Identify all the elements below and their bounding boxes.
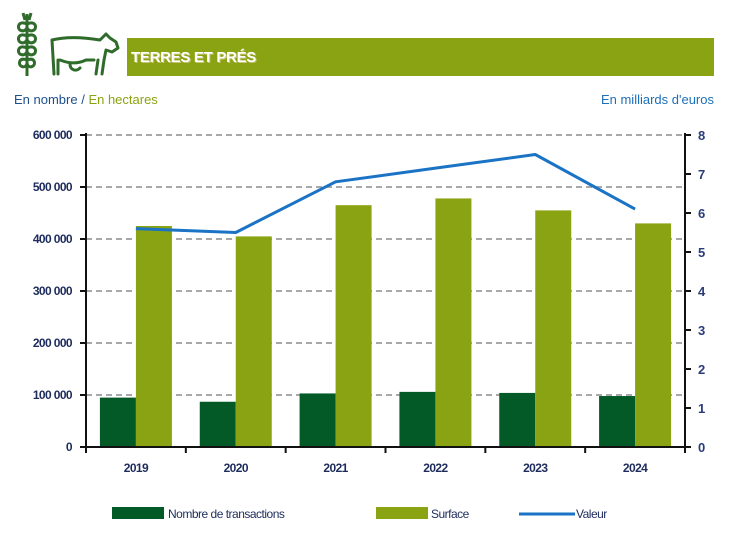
unit-separator: / xyxy=(77,92,89,107)
bar-transactions-2022 xyxy=(399,391,436,447)
valeur-line-path xyxy=(135,153,636,234)
legend-swatch-transactions xyxy=(112,507,164,519)
x-tick-label: 2022 xyxy=(423,461,448,475)
right-y-ticks: 0 1 2 3 4 5 6 7 8 xyxy=(685,128,706,455)
x-tick-label: 2021 xyxy=(323,461,348,475)
unit-hectares-label: En hectares xyxy=(88,92,158,107)
bar-transactions-2020 xyxy=(199,401,236,447)
right-tick-label: 8 xyxy=(698,128,705,143)
bar-transactions-2019 xyxy=(99,397,136,447)
legend-swatch-surface xyxy=(376,507,428,519)
right-tick-label: 2 xyxy=(698,362,705,377)
chart-title: TERRES ET PRÉS xyxy=(131,49,256,66)
bar-surface-2021 xyxy=(335,205,372,447)
right-axis-unit-label: En milliards d'euros xyxy=(600,92,714,107)
left-tick-label: 500 000 xyxy=(33,180,73,194)
wheat-icon xyxy=(17,12,37,76)
left-tick-label: 0 xyxy=(66,440,73,454)
valeur-line xyxy=(135,153,636,234)
legend: Nombre de transactions Surface Valeur xyxy=(112,507,608,521)
bar-surface-2019 xyxy=(135,226,172,447)
bar-surface-2024 xyxy=(635,223,672,447)
x-ticks: 2019 2020 2021 2022 2023 2024 xyxy=(85,447,686,475)
unit-count-label: En nombre xyxy=(14,92,78,107)
bar-surface-2022 xyxy=(435,198,472,447)
legend-label-valeur: Valeur xyxy=(576,507,607,521)
legend-label-surface: Surface xyxy=(431,507,470,521)
right-tick-label: 4 xyxy=(698,284,706,299)
right-tick-label: 0 xyxy=(698,440,705,455)
left-y-ticks: 0 100 000 200 000 300 000 400 000 500 000 600 … xyxy=(33,128,86,454)
left-tick-label: 200 000 xyxy=(33,336,73,350)
title-band xyxy=(127,38,714,76)
bar-transactions-2023 xyxy=(499,392,536,447)
left-tick-label: 300 000 xyxy=(33,284,73,298)
right-tick-label: 5 xyxy=(698,245,705,260)
bar-surface-2023 xyxy=(535,210,572,447)
bar-transactions-2024 xyxy=(599,396,636,447)
x-tick-label: 2019 xyxy=(124,461,149,475)
bars xyxy=(99,198,672,447)
x-tick-label: 2020 xyxy=(224,461,249,475)
cow-icon xyxy=(50,32,120,76)
x-tick-label: 2023 xyxy=(523,461,548,475)
left-tick-label: 400 000 xyxy=(33,232,73,246)
right-tick-label: 7 xyxy=(698,167,705,182)
bar-transactions-2021 xyxy=(299,393,336,447)
right-tick-label: 6 xyxy=(698,206,705,221)
left-tick-label: 100 000 xyxy=(33,388,73,402)
right-tick-label: 1 xyxy=(698,401,705,416)
legend-label-transactions: Nombre de transactions xyxy=(168,507,285,521)
left-axis-unit-label: En nombre / En hectares xyxy=(14,92,158,107)
x-tick-label: 2024 xyxy=(623,461,648,475)
right-tick-label: 3 xyxy=(698,323,705,338)
left-tick-label: 600 000 xyxy=(33,128,73,142)
bar-surface-2020 xyxy=(235,236,272,447)
